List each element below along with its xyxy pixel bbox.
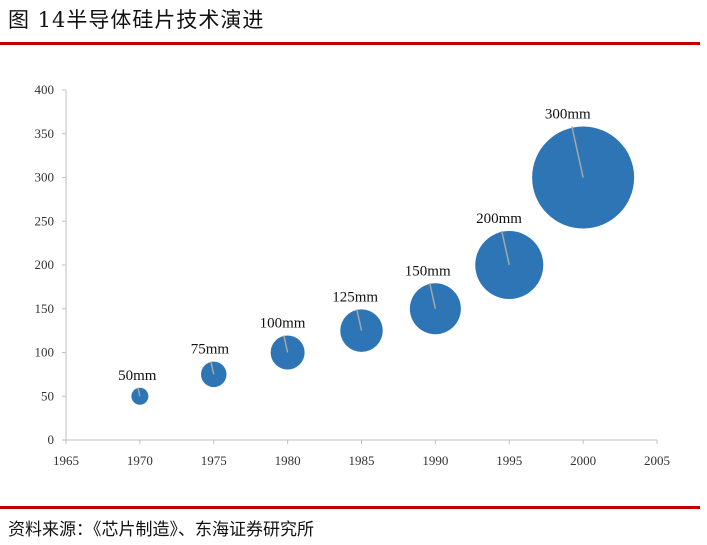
- y-tick-label: 250: [35, 213, 55, 228]
- x-tick-label: 2005: [644, 453, 670, 468]
- leader-line: [210, 361, 215, 375]
- leader-line: [571, 126, 584, 178]
- leader-line: [356, 309, 363, 331]
- y-tick-label: 50: [41, 388, 54, 403]
- x-tick-label: 1980: [275, 453, 301, 468]
- figure-title: 图 14半导体硅片技术演进: [8, 8, 265, 32]
- x-tick-label: 1975: [201, 453, 227, 468]
- y-tick-label: 350: [35, 126, 55, 141]
- y-tick-label: 0: [48, 432, 55, 447]
- y-tick-label: 100: [35, 345, 55, 360]
- y-tick-label: 150: [35, 301, 55, 316]
- data-label: 150mm: [405, 263, 451, 279]
- x-tick-label: 2000: [570, 453, 596, 468]
- x-tick-label: 1990: [422, 453, 448, 468]
- data-label: 100mm: [260, 316, 306, 332]
- leader-line: [283, 335, 289, 353]
- data-label: 125mm: [332, 289, 378, 305]
- leader-line: [137, 387, 141, 397]
- x-tick-label: 1970: [127, 453, 153, 468]
- x-tick-label: 1965: [53, 453, 79, 468]
- x-tick-label: 1985: [349, 453, 375, 468]
- top-divider: [0, 42, 700, 45]
- bottom-divider: [0, 506, 700, 509]
- x-tick-label: 1995: [496, 453, 522, 468]
- leader-line: [429, 283, 437, 309]
- bubble-chart: 0 50 100 150 200 250 300 350 400 1965 1970 1975 1980…: [35, 82, 671, 468]
- y-tick-label: 400: [35, 82, 55, 97]
- leader-line: [501, 230, 510, 266]
- y-tick-label: 200: [35, 257, 55, 272]
- y-tick-label: 300: [35, 170, 55, 185]
- data-label: 200mm: [476, 211, 522, 227]
- source-note: 资料来源：《芯片制造》、东海证券研究所: [8, 520, 314, 540]
- data-label: 75mm: [191, 342, 230, 358]
- data-label: 50mm: [118, 368, 157, 384]
- data-label: 300mm: [545, 107, 591, 123]
